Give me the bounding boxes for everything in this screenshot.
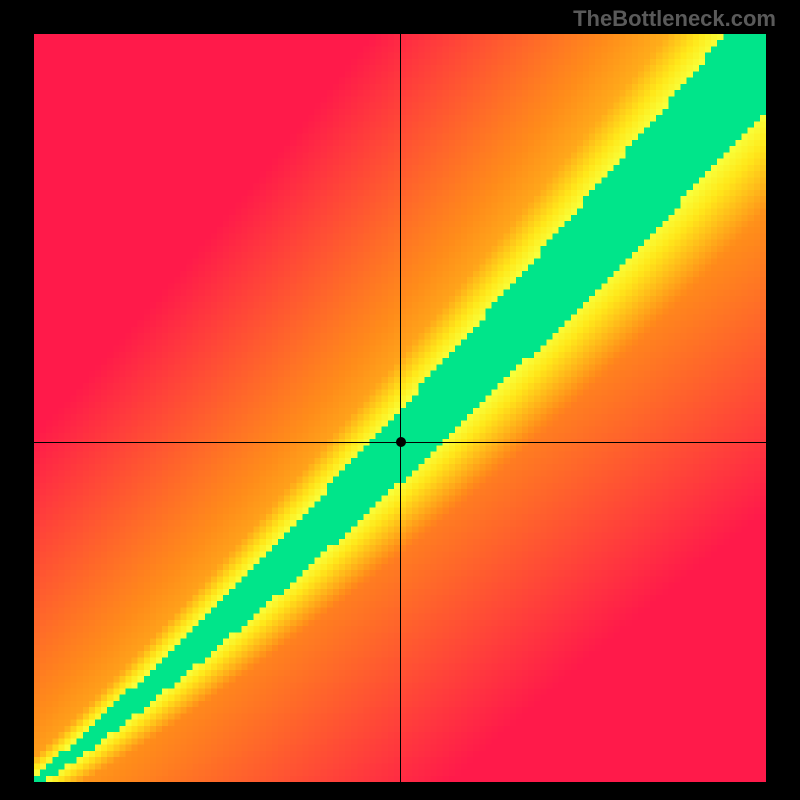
chart-container: TheBottleneck.com: [0, 0, 800, 800]
watermark-text: TheBottleneck.com: [573, 6, 776, 32]
crosshair-vertical: [400, 34, 401, 782]
